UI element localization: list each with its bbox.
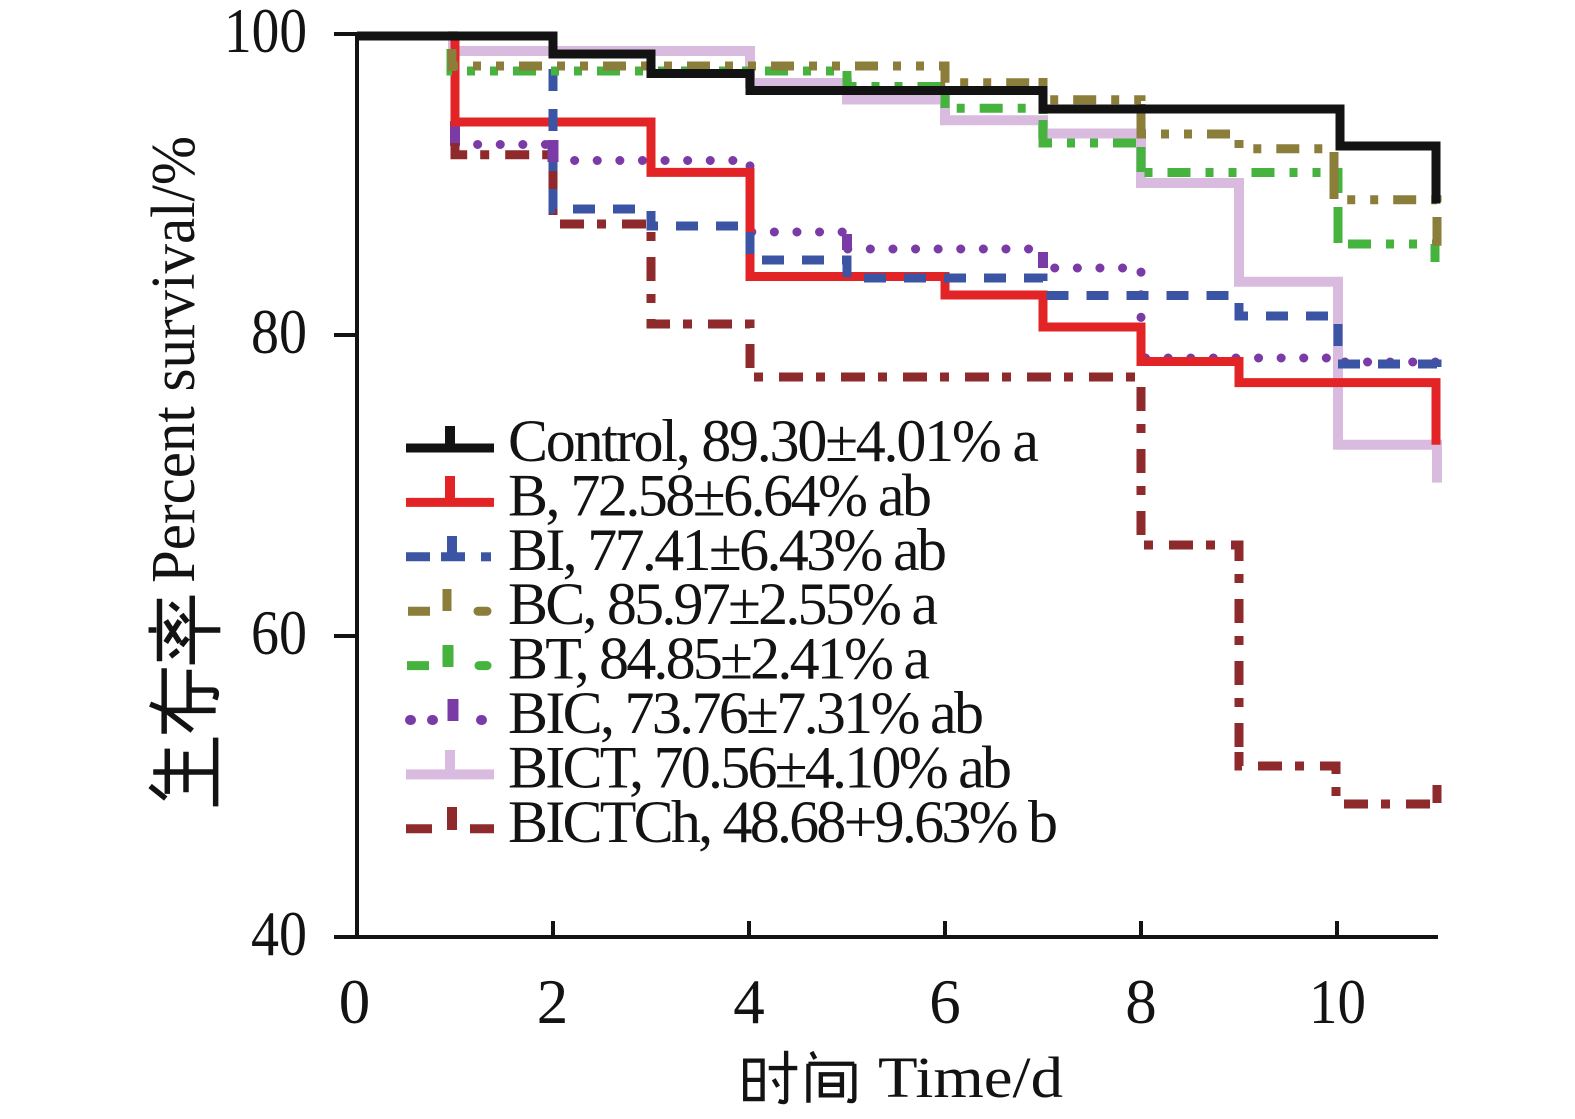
svg-text:0: 0	[339, 967, 371, 1037]
svg-text:BT, 84.85±2.41% a: BT, 84.85±2.41% a	[508, 626, 930, 692]
svg-text:6: 6	[929, 967, 961, 1037]
svg-text:BICTCh, 48.68+9.63% b: BICTCh, 48.68+9.63% b	[508, 789, 1058, 855]
svg-text:BI, 77.41±6.43% ab: BI, 77.41±6.43% ab	[508, 517, 947, 583]
svg-text:100: 100	[224, 0, 307, 66]
svg-text:4: 4	[733, 967, 765, 1037]
svg-text:BC, 85.97±2.55% a: BC, 85.97±2.55% a	[508, 571, 938, 637]
svg-text:Control, 89.30±4.01% a: Control, 89.30±4.01% a	[508, 408, 1039, 474]
svg-text:BIC, 73.76±7.31% ab: BIC, 73.76±7.31% ab	[508, 680, 984, 746]
svg-text:8: 8	[1125, 967, 1157, 1037]
svg-text:10: 10	[1309, 967, 1366, 1037]
svg-text:2: 2	[537, 967, 569, 1037]
svg-text:Time/d: Time/d	[878, 1045, 1063, 1110]
svg-text:60: 60	[251, 598, 307, 668]
svg-text:80: 80	[251, 297, 307, 367]
svg-text:BICT, 70.56±4.10% ab: BICT, 70.56±4.10% ab	[508, 734, 1012, 800]
svg-text:B, 72.58±6.64% ab: B, 72.58±6.64% ab	[508, 462, 932, 528]
svg-text:Percent survival/%: Percent survival/%	[140, 136, 208, 583]
svg-text:40: 40	[251, 899, 307, 969]
